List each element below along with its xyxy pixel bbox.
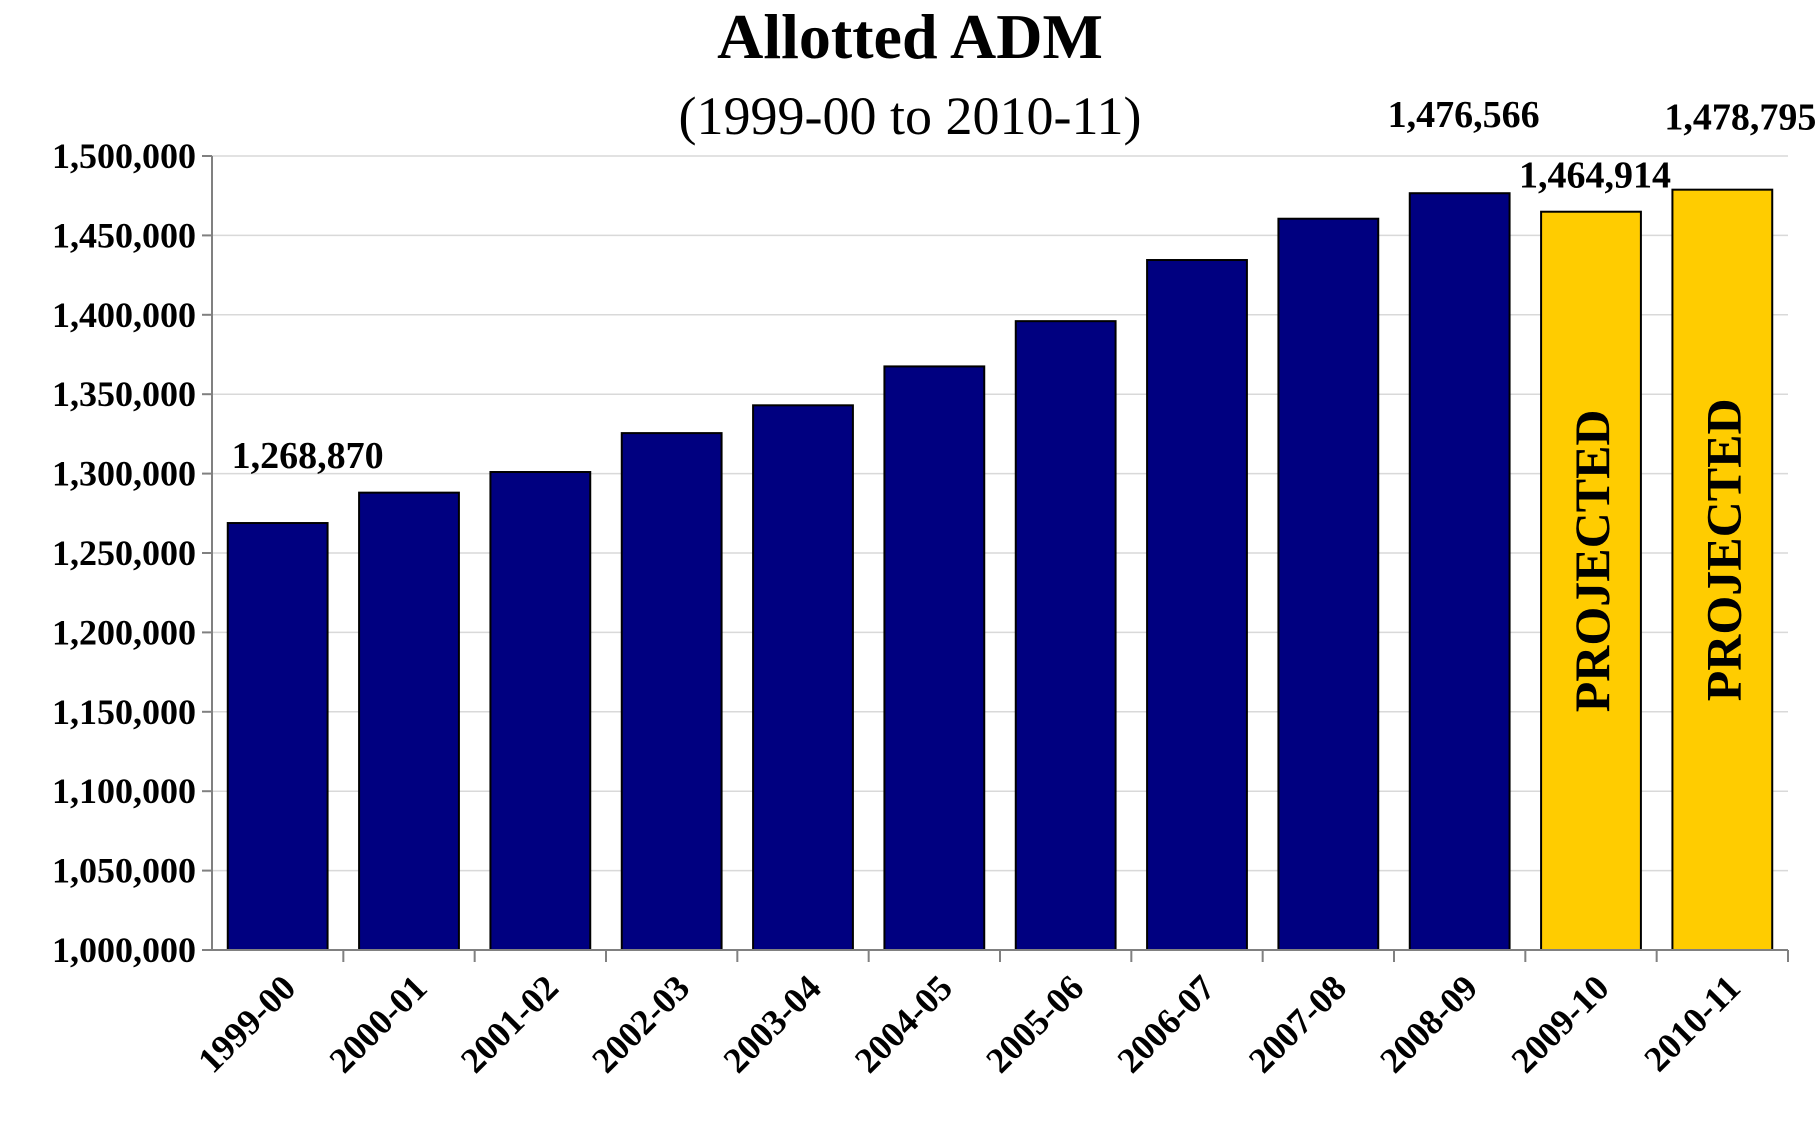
bar-2007-08 <box>1277 217 1380 951</box>
x-tick-label: 2006-07 <box>1110 967 1223 1080</box>
y-tick-label: 1,300,000 <box>52 454 196 494</box>
bar-1999-00 <box>226 522 329 951</box>
y-tick-label: 1,450,000 <box>52 215 196 255</box>
y-tick-label: 1,400,000 <box>52 295 196 335</box>
data-label: 1,464,914 <box>1519 155 1671 197</box>
bar-2001-02 <box>489 471 592 951</box>
bar-2004-05 <box>883 365 986 952</box>
bar-2000-01 <box>358 491 460 951</box>
y-tick-label: 1,150,000 <box>52 692 196 732</box>
projected-label: PROJECTED <box>1564 409 1620 712</box>
data-label: 1,478,795 <box>1664 97 1816 139</box>
bar-2003-04 <box>752 404 854 952</box>
y-tick-label: 1,500,000 <box>52 136 196 176</box>
x-tick-label: 2010-11 <box>1636 967 1748 1079</box>
x-tick-label: 2005-06 <box>978 967 1091 1080</box>
x-axis: 1999-00 2000-01 2001-02 2002-03 2003-04 2004-… <box>190 949 1789 1081</box>
x-tick-label: 2008-09 <box>1372 967 1485 1080</box>
y-tick-label: 1,000,000 <box>52 930 196 970</box>
y-tick-label: 1,100,000 <box>52 771 196 811</box>
chart-subtitle: (1999-00 to 2010-11) <box>679 86 1142 146</box>
data-labels: 1,268,870 1,476,566 1,464,914 1,478,795 <box>232 94 1817 477</box>
gridlines <box>212 155 1788 872</box>
x-tick-label: 2000-01 <box>322 967 435 1080</box>
x-tick-label: 1999-00 <box>190 967 303 1080</box>
bar-2008-09 <box>1408 192 1511 951</box>
data-label: 1,476,566 <box>1388 94 1540 136</box>
data-label: 1,268,870 <box>232 435 384 477</box>
projected-label: PROJECTED <box>1695 398 1751 701</box>
x-tick-label: 2007-08 <box>1241 967 1354 1080</box>
x-tick-label: 2004-05 <box>847 967 960 1080</box>
x-tick-label: 2002-03 <box>584 967 697 1080</box>
y-axis: 1,000,000 1,050,000 1,100,000 1,150,000 1,20… <box>52 136 213 970</box>
bar-2006-07 <box>1146 259 1248 952</box>
bar-2005-06 <box>1014 320 1117 952</box>
y-tick-label: 1,200,000 <box>52 612 196 652</box>
x-tick-label: 2003-04 <box>716 967 829 1080</box>
chart-title: Allotted ADM <box>717 1 1103 72</box>
bars: PROJECTED PROJECTED <box>226 188 1774 952</box>
x-tick-label: 2009-10 <box>1504 967 1617 1080</box>
y-tick-label: 1,350,000 <box>52 374 196 414</box>
y-tick-label: 1,250,000 <box>52 533 196 573</box>
x-tick-label: 2001-02 <box>453 967 566 1080</box>
bar-2002-03 <box>620 432 723 951</box>
y-tick-label: 1,050,000 <box>52 851 196 891</box>
